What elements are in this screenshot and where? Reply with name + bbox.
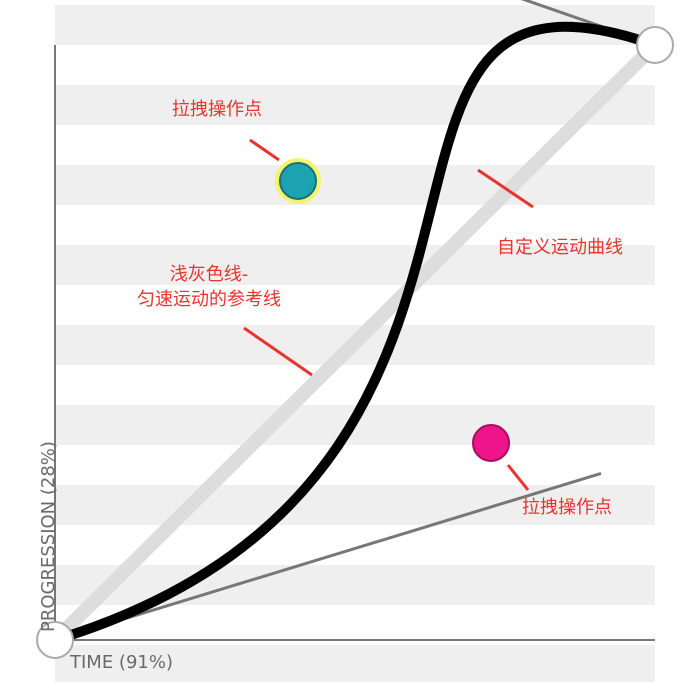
background-stripe [55,165,655,205]
end-point-circle-icon [636,26,674,64]
callout-line-reference [243,326,313,377]
annotation-custom-curve: 自定义运动曲线 [497,237,623,258]
linear-reference-line [48,38,662,647]
background-stripe [55,565,655,605]
handle-line-start [54,471,602,642]
y-axis-label: PROGRESSION (28%) [38,441,59,632]
annotation-reference-line: 浅灰色线- 匀速运动的参考线 [137,262,281,312]
annotation-drag-handle-1: 拉拽操作点 [172,99,262,120]
callout-line-drag-2 [506,464,530,491]
cyan-drag-handle-icon[interactable] [279,162,317,200]
background-stripe [55,245,655,285]
annotation-reference-line-2: 匀速运动的参考线 [137,289,281,310]
start-point-circle-icon [36,621,74,659]
callout-line-custom-curve [477,168,534,209]
annotation-reference-line-1: 浅灰色线- [169,264,249,285]
custom-easing-curve [50,21,660,645]
x-axis-label: TIME (91%) [70,652,173,673]
background-stripe [55,485,655,525]
background-stripe [55,85,655,125]
handle-line-end [520,0,656,47]
background-stripe [55,645,655,682]
pink-drag-handle-icon[interactable] [472,424,510,462]
annotation-drag-handle-2: 拉拽操作点 [522,497,612,518]
callout-line-drag-1 [249,138,280,162]
